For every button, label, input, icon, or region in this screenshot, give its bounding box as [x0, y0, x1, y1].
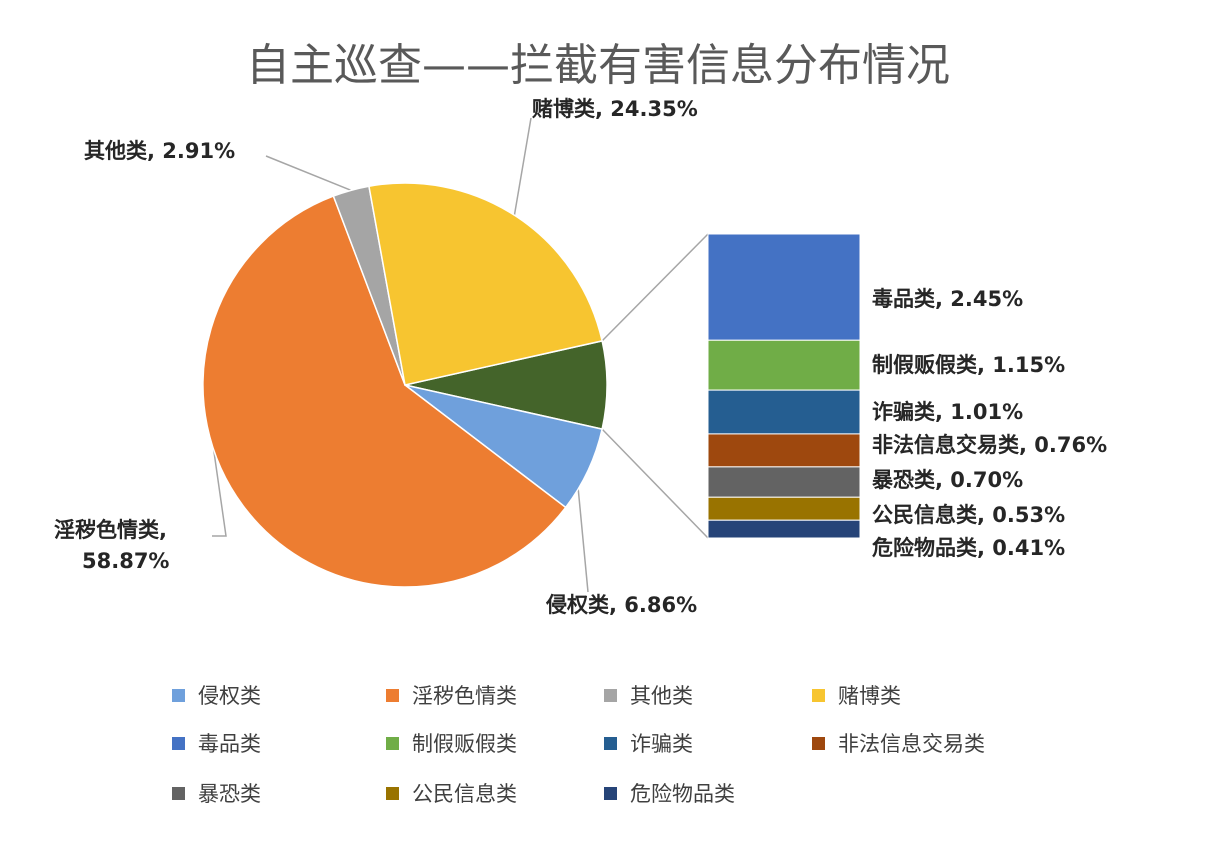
legend-item-危险物品类: 危险物品类 [604, 782, 735, 806]
legend-label-赌博类: 赌博类 [838, 684, 901, 708]
bar-segment-毒品类 [707, 233, 861, 341]
chart-title: 自主巡查——拦截有害信息分布情况 [246, 40, 950, 91]
leader-侵权类 [577, 488, 589, 593]
data-label-公民信息类: 公民信息类, 0.53% [872, 503, 1065, 527]
connector-line-top [601, 233, 709, 342]
data-label-非法信息交易类: 非法信息交易类, 0.76% [872, 433, 1107, 457]
legend-swatch-赌博类 [812, 689, 825, 702]
data-label-侵权类: 侵权类, 6.86% [545, 593, 697, 617]
data-label-诈骗类: 诈骗类, 1.01% [872, 400, 1023, 424]
data-label-制假贩假类: 制假贩假类, 1.15% [872, 353, 1065, 377]
legend-item-淫秽色情类: 淫秽色情类 [386, 684, 517, 708]
bar-segment-公民信息类 [707, 496, 861, 521]
bar-segment-危险物品类 [707, 519, 861, 539]
legend-label-淫秽色情类: 淫秽色情类 [412, 684, 517, 708]
legend-swatch-非法信息交易类 [812, 737, 825, 750]
legend-swatch-侵权类 [172, 689, 185, 702]
legend-swatch-制假贩假类 [386, 737, 399, 750]
pie-slices [202, 182, 608, 588]
legend-label-毒品类: 毒品类 [198, 732, 261, 756]
bar-segment-非法信息交易类 [707, 433, 861, 468]
legend-label-诈骗类: 诈骗类 [630, 732, 693, 756]
data-label-淫秽色情类-value: 58.87% [82, 549, 169, 573]
legend-item-毒品类: 毒品类 [172, 732, 261, 756]
legend-swatch-淫秽色情类 [386, 689, 399, 702]
data-label-毒品类: 毒品类, 2.45% [872, 287, 1023, 311]
leader-lines [212, 117, 589, 593]
leader-赌博类 [512, 117, 532, 222]
bar-segment-暴恐类 [707, 466, 861, 498]
leader-淫秽色情类 [212, 449, 227, 537]
connector-lines [601, 233, 709, 539]
legend-item-暴恐类: 暴恐类 [172, 782, 261, 806]
legend-swatch-毒品类 [172, 737, 185, 750]
pie-slice-赌博类 [368, 182, 604, 386]
legend-swatch-暴恐类 [172, 787, 185, 800]
legend-item-诈骗类: 诈骗类 [604, 732, 693, 756]
legend-item-公民信息类: 公民信息类 [386, 782, 517, 806]
legend-item-制假贩假类: 制假贩假类 [386, 732, 517, 756]
data-labels: 赌博类, 24.35% 其他类, 2.91% 淫秽色情类, 58.87% 侵权类, 6.… [54, 97, 1107, 617]
connector-line-bottom [601, 428, 709, 539]
legend-label-危险物品类: 危险物品类 [630, 782, 735, 806]
legend-label-暴恐类: 暴恐类 [198, 782, 261, 806]
data-label-赌博类: 赌博类, 24.35% [532, 97, 698, 121]
legend-swatch-危险物品类 [604, 787, 617, 800]
leader-其他类 [265, 155, 352, 192]
legend-item-侵权类: 侵权类 [172, 684, 261, 708]
legend-swatch-其他类 [604, 689, 617, 702]
legend-item-非法信息交易类: 非法信息交易类 [812, 732, 985, 756]
legend-label-侵权类: 侵权类 [198, 684, 261, 708]
data-label-危险物品类: 危险物品类, 0.41% [872, 536, 1065, 560]
data-label-暴恐类: 暴恐类, 0.70% [872, 468, 1023, 492]
bar-segment-诈骗类 [707, 389, 861, 435]
legend-swatch-诈骗类 [604, 737, 617, 750]
legend-label-非法信息交易类: 非法信息交易类 [838, 732, 985, 756]
bar-segment-制假贩假类 [707, 339, 861, 391]
legend-item-赌博类: 赌博类 [812, 684, 901, 708]
legend-label-制假贩假类: 制假贩假类 [412, 732, 517, 756]
data-label-其他类: 其他类, 2.91% [84, 139, 235, 163]
data-label-淫秽色情类: 淫秽色情类, [54, 518, 167, 542]
legend-label-其他类: 其他类 [630, 684, 693, 708]
stacked-bar [707, 233, 861, 539]
legend-item-其他类: 其他类 [604, 684, 693, 708]
legend-swatch-公民信息类 [386, 787, 399, 800]
legend-label-公民信息类: 公民信息类 [412, 782, 517, 806]
pie-slice-淫秽色情类 [202, 195, 567, 588]
